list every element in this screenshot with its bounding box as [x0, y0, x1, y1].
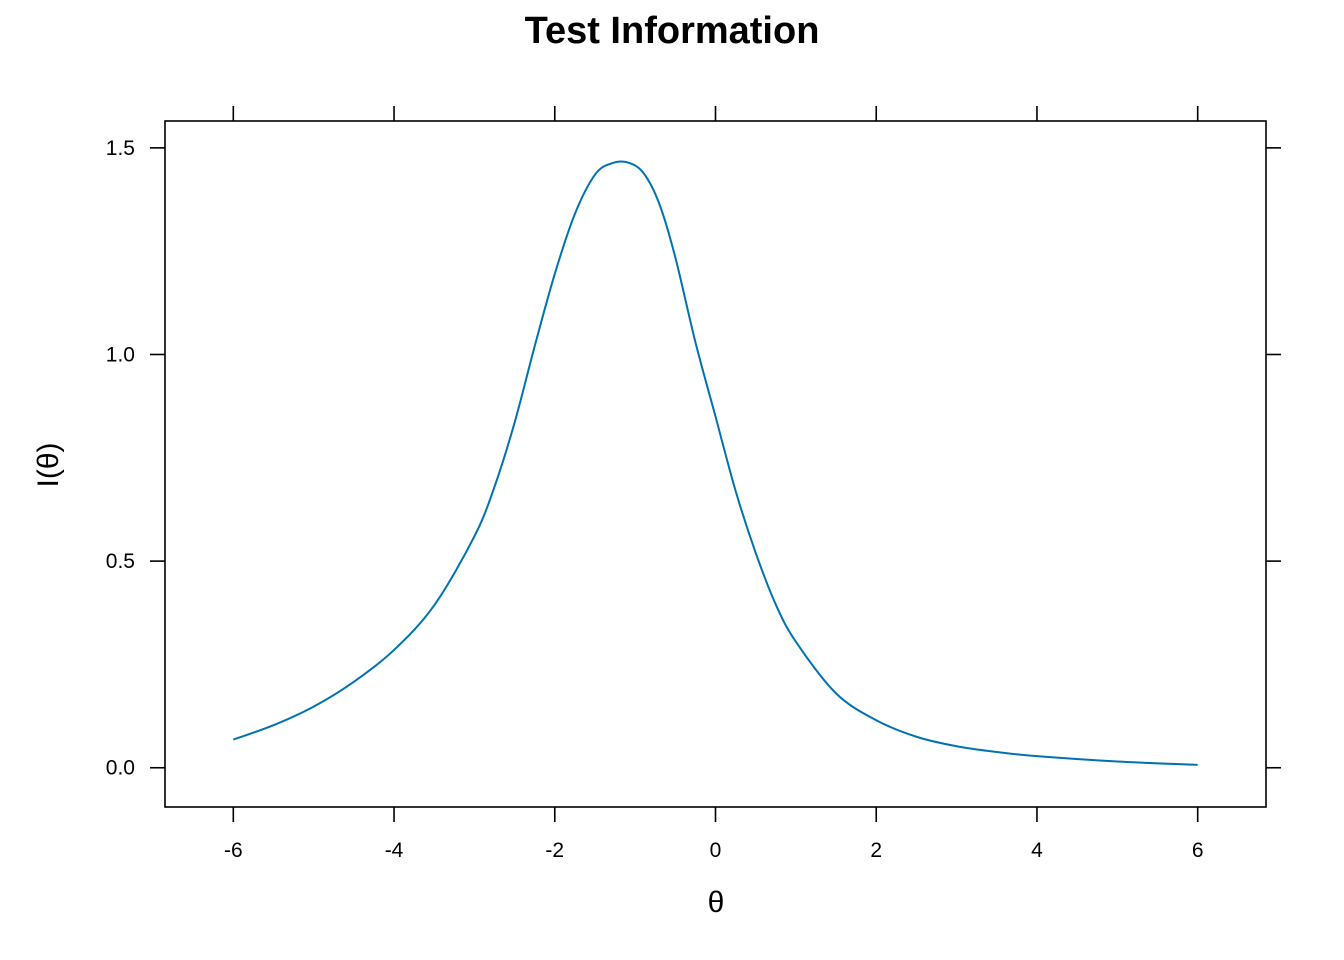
x-tick-label: -6 [224, 839, 243, 862]
y-tick-label: 1.5 [106, 137, 135, 160]
x-tick-label: 6 [1192, 839, 1204, 862]
y-axis-left: 0.0 0.5 1.0 1.5 [106, 137, 165, 780]
x-tick-label: -4 [385, 839, 404, 862]
y-tick-label: 0.0 [106, 757, 135, 780]
x-axis-top [232, 106, 1199, 121]
x-axis-bottom: -6 -4 -2 0 2 4 6 [224, 807, 1204, 862]
x-tick-label: 4 [1031, 839, 1043, 862]
y-axis-right [1266, 147, 1281, 769]
x-tick-label: 2 [870, 839, 882, 862]
plot-frame [164, 120, 1267, 808]
chart-title: Test Information [525, 10, 820, 52]
series-group [232, 160, 1198, 766]
series-line-0 [232, 160, 1198, 766]
y-axis-label: I(θ) [32, 443, 65, 488]
y-tick-label: 1.0 [106, 343, 135, 366]
x-axis-label: θ [708, 886, 725, 919]
y-tick-label: 0.5 [106, 550, 135, 573]
x-tick-label: -2 [545, 839, 564, 862]
x-tick-label: 0 [710, 839, 722, 862]
